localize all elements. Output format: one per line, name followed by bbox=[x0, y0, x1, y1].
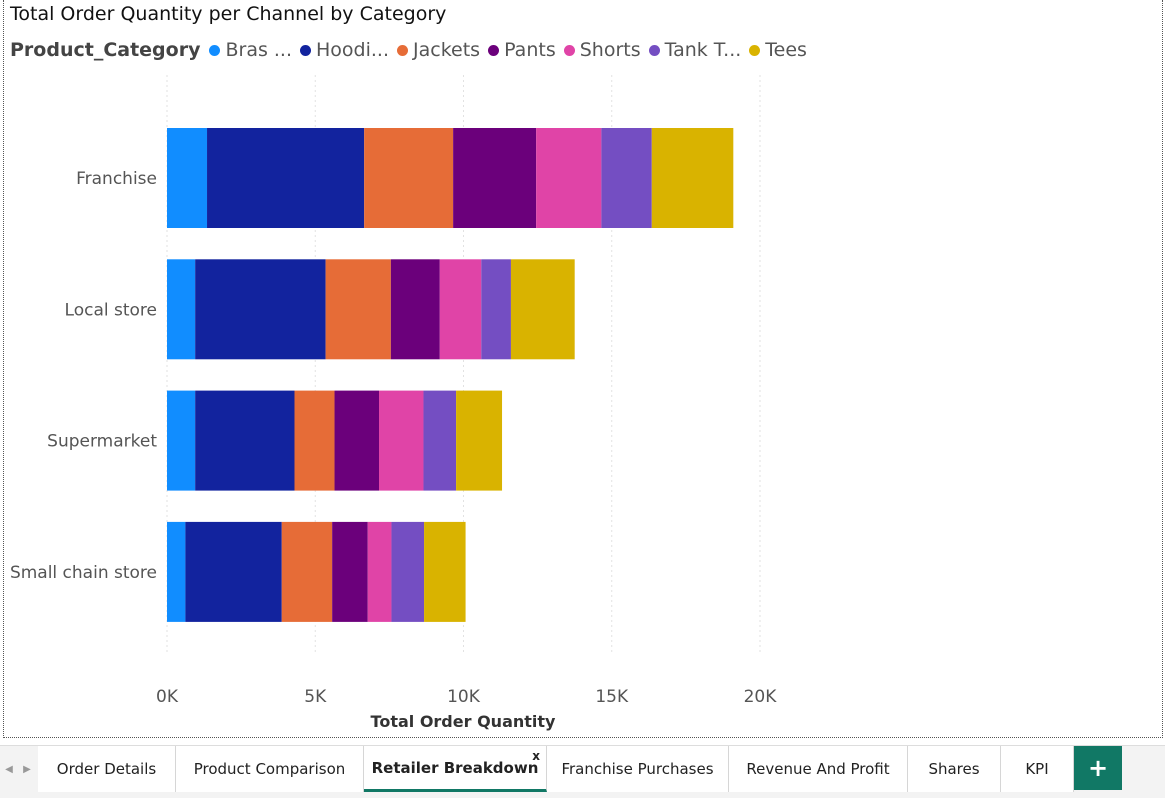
bar-segment[interactable] bbox=[334, 390, 379, 491]
legend-marker-icon bbox=[488, 44, 500, 56]
bar-segment[interactable] bbox=[167, 128, 208, 228]
tab-label: Shares bbox=[928, 760, 980, 778]
bar-segment[interactable] bbox=[195, 390, 295, 491]
category-label: Small chain store bbox=[10, 563, 157, 583]
category-label: Supermarket bbox=[47, 432, 157, 452]
legend-label: Tees bbox=[765, 39, 807, 61]
bar-segment[interactable] bbox=[364, 128, 454, 228]
legend-marker-icon bbox=[397, 44, 409, 56]
legend-label: Pants bbox=[504, 39, 556, 61]
legend-item[interactable]: Tees bbox=[749, 39, 807, 61]
bar-segment[interactable] bbox=[195, 259, 326, 360]
tab-order-details[interactable]: Order Details bbox=[38, 746, 176, 792]
legend-marker-icon bbox=[648, 44, 660, 56]
bar-segment[interactable] bbox=[378, 390, 424, 491]
tab-retailer-breakdown[interactable]: Retailer Breakdown x bbox=[364, 746, 547, 792]
legend-label: Tank T... bbox=[664, 39, 742, 61]
legend-item[interactable]: Bras ... bbox=[209, 39, 292, 61]
chart-visual-container[interactable] bbox=[3, 0, 1163, 738]
x-tick-label: 20K bbox=[744, 687, 778, 707]
plus-icon: + bbox=[1087, 754, 1109, 782]
bar-segment[interactable] bbox=[510, 259, 575, 360]
chart-title: Total Order Quantity per Channel by Cate… bbox=[10, 3, 447, 25]
bar-segment[interactable] bbox=[167, 390, 196, 491]
bar-segment[interactable] bbox=[281, 521, 333, 622]
tab-franchise-purchases[interactable]: Franchise Purchases bbox=[547, 746, 729, 792]
legend-marker-icon bbox=[563, 44, 575, 56]
bar-segment[interactable] bbox=[167, 259, 196, 360]
bar-segment[interactable] bbox=[294, 390, 335, 491]
tab-product-comparison[interactable]: Product Comparison bbox=[176, 746, 364, 792]
tab-label: Order Details bbox=[56, 760, 157, 778]
legend-title: Product_Category bbox=[10, 39, 201, 61]
x-tick-label: 15K bbox=[595, 687, 629, 707]
legend-item[interactable]: Pants bbox=[488, 39, 556, 61]
bar-segment[interactable] bbox=[325, 259, 391, 360]
legend-label: Jackets bbox=[413, 39, 481, 61]
bar-segment[interactable] bbox=[536, 128, 602, 228]
tab-label: Product Comparison bbox=[193, 760, 346, 778]
stacked-bar-chart: Franchise Local store Supermarket Small cha… bbox=[10, 75, 778, 731]
bar-segment[interactable] bbox=[367, 521, 392, 622]
legend-marker-icon bbox=[300, 44, 312, 56]
legend-label: Shorts bbox=[579, 39, 641, 61]
legend-marker-icon bbox=[749, 44, 761, 56]
legend-item[interactable]: Tank T... bbox=[648, 39, 742, 61]
x-tick-label: 10K bbox=[447, 687, 481, 707]
category-label: Local store bbox=[65, 300, 157, 320]
page-tab-bar: ◀ ▶ Order Details Product Comparison Ret… bbox=[0, 745, 1165, 798]
tab-revenue-and-profit[interactable]: Revenue And Profit bbox=[729, 746, 908, 792]
bar-segment[interactable] bbox=[391, 521, 425, 622]
bar-segment[interactable] bbox=[453, 128, 537, 228]
x-axis-title: Total Order Quantity bbox=[371, 712, 557, 731]
x-tick-label: 0K bbox=[156, 687, 179, 707]
legend-item[interactable]: Shorts bbox=[563, 39, 641, 61]
legend-marker-icon bbox=[209, 44, 221, 56]
bar-segment[interactable] bbox=[424, 521, 466, 622]
legend-item[interactable]: Hoodi... bbox=[300, 39, 389, 61]
chart-legend: Product_Category Bras ... Hoodi... Jackets… bbox=[10, 39, 815, 61]
bar-segment[interactable] bbox=[167, 521, 186, 622]
tab-kpi[interactable]: KPI bbox=[1001, 746, 1074, 792]
category-label: Franchise bbox=[76, 169, 157, 189]
scroll-right-icon[interactable]: ▶ bbox=[23, 763, 31, 775]
legend-label: Hoodi... bbox=[316, 39, 390, 61]
scroll-left-icon[interactable]: ◀ bbox=[5, 763, 13, 775]
tab-label: KPI bbox=[1025, 760, 1049, 778]
close-tab-icon[interactable]: x bbox=[532, 749, 540, 763]
bar-segment[interactable] bbox=[601, 128, 652, 228]
add-page-button[interactable]: + bbox=[1074, 746, 1122, 790]
bar-segment[interactable] bbox=[185, 521, 282, 622]
legend-items: Bras ... Hoodi... Jackets Pants Shorts Tank T… bbox=[209, 39, 814, 61]
bar-segment[interactable] bbox=[423, 390, 457, 491]
bar-segment[interactable] bbox=[390, 259, 440, 360]
bar-segment[interactable] bbox=[207, 128, 365, 228]
tab-label: Retailer Breakdown bbox=[371, 758, 539, 777]
tab-shares[interactable]: Shares bbox=[908, 746, 1001, 792]
bar-segment[interactable] bbox=[651, 128, 734, 228]
legend-item[interactable]: Jackets bbox=[397, 39, 480, 61]
bar-segment[interactable] bbox=[456, 390, 503, 491]
bar-segment[interactable] bbox=[332, 521, 368, 622]
bar-segment[interactable] bbox=[439, 259, 482, 360]
x-tick-label: 5K bbox=[304, 687, 327, 707]
bar-segment[interactable] bbox=[481, 259, 511, 360]
legend-label: Bras ... bbox=[225, 39, 293, 61]
tab-label: Franchise Purchases bbox=[561, 760, 714, 778]
tab-label: Revenue And Profit bbox=[746, 760, 890, 778]
